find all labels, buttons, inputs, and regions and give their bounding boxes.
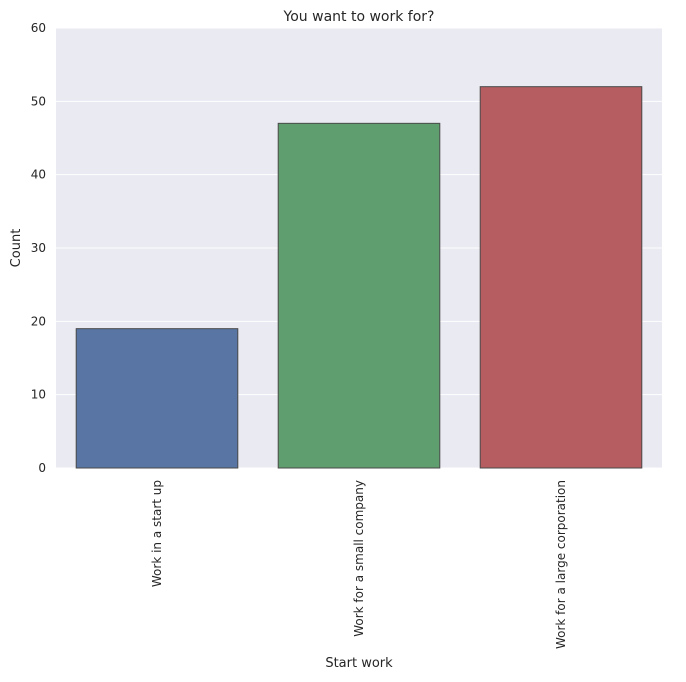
- chart-title: You want to work for?: [283, 9, 435, 25]
- x-tick-labels: Work in a start up Work for a small compa…: [150, 480, 568, 649]
- y-tick-label: 10: [31, 388, 46, 402]
- y-tick-labels: 0 10 20 30 40 50 60: [31, 21, 46, 475]
- y-tick-label: 60: [31, 21, 46, 35]
- y-tick-label: 0: [38, 461, 46, 475]
- y-tick-label: 20: [31, 314, 46, 328]
- y-axis-label: Count: [9, 229, 24, 268]
- x-tick-label: Work in a start up: [150, 480, 164, 587]
- y-tick-label: 50: [31, 94, 46, 108]
- bars: [75, 86, 643, 469]
- x-tick-label: Work for a small company: [352, 480, 366, 637]
- y-tick-label: 30: [31, 241, 46, 255]
- bar-1: [75, 328, 239, 469]
- x-axis-label: Start work: [325, 656, 393, 671]
- bar-3: [479, 86, 643, 469]
- bar-2: [277, 122, 441, 469]
- y-tick-label: 40: [31, 168, 46, 182]
- x-tick-label: Work for a large corporation: [554, 480, 568, 649]
